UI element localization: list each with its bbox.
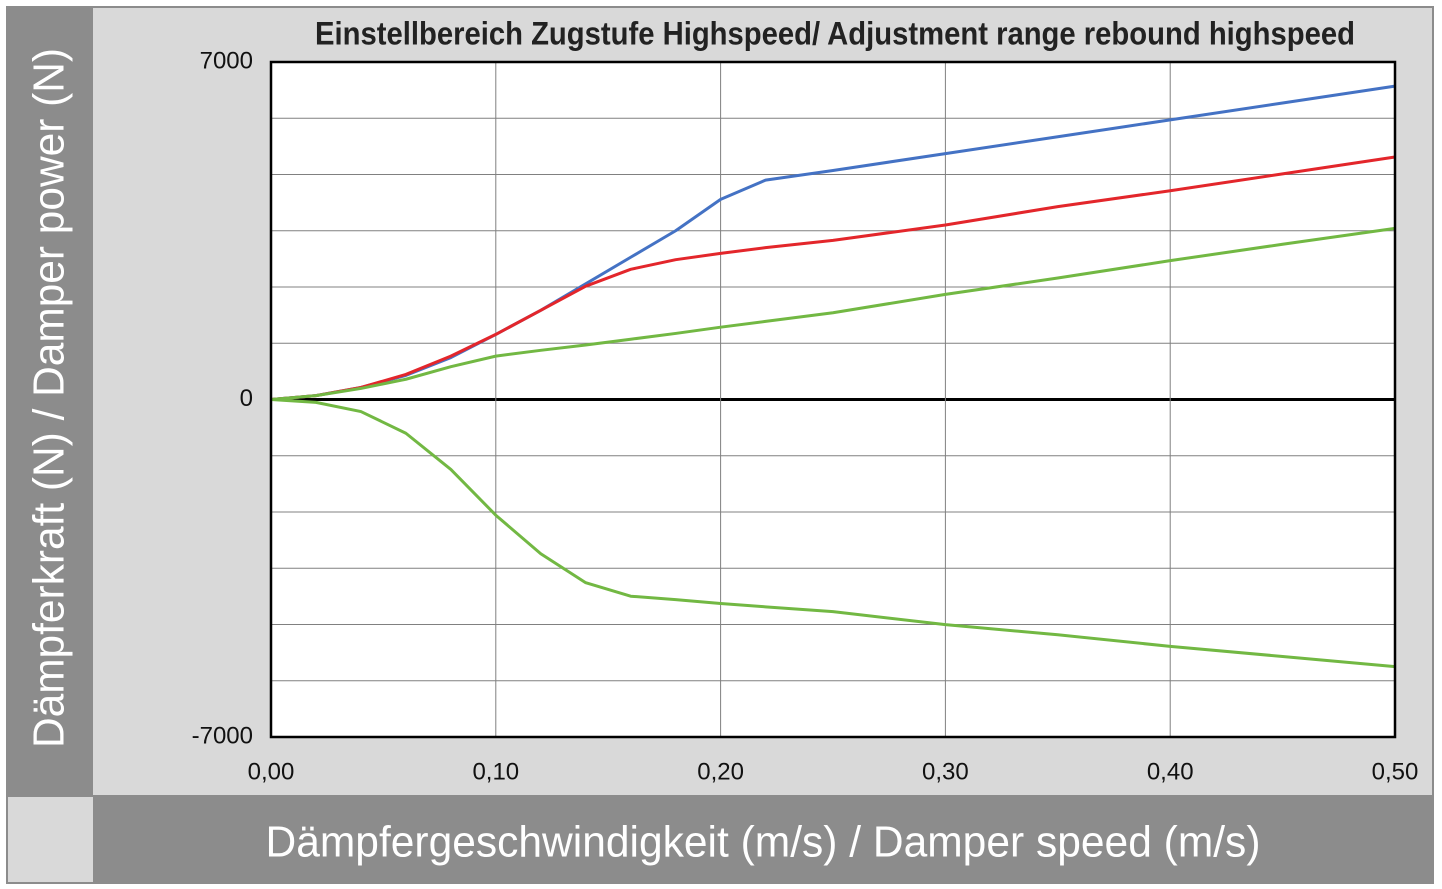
lines: [270, 84, 1396, 669]
x-tick-label: 0,00: [248, 758, 295, 785]
y-tick-label: 0: [240, 385, 253, 412]
data-line: [270, 226, 1396, 401]
data-line: [270, 155, 1396, 401]
x-tick-label: 0,30: [922, 758, 969, 785]
x-axis-label: Dämpfergeschwindigkeit (m/s) / Damper sp…: [266, 818, 1261, 867]
x-tick-label: 0,10: [472, 758, 519, 785]
corner-panel: [8, 797, 93, 882]
x-tick-label: 0,40: [1147, 758, 1194, 785]
axes: -7000 0 7000 0,00 0,10 0,20 0,30 0,40 0,50: [192, 47, 1419, 785]
plot-border: [269, 60, 1397, 739]
data-line: [270, 398, 1396, 669]
y-tick-label: -7000: [192, 722, 253, 749]
x-tick-label: 0,50: [1372, 758, 1419, 785]
x-tick-label: 0,20: [697, 758, 744, 785]
y-tick-label: 7000: [200, 47, 253, 74]
chart-title: Einstellbereich Zugstufe Highspeed/ Adju…: [315, 15, 1355, 51]
y-axis-label: Dämpferkraft (N) / Damper power (N): [25, 48, 74, 748]
